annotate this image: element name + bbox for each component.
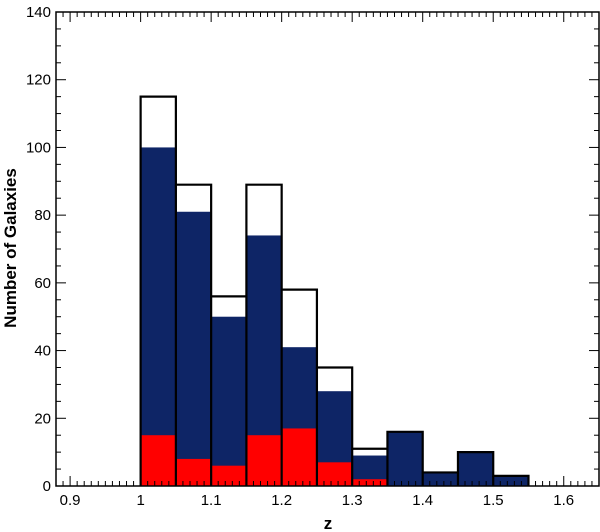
histogram-bar	[493, 475, 529, 486]
x-tick-label: 1	[136, 492, 144, 509]
histogram-bar	[457, 452, 494, 486]
histogram-bar	[211, 316, 247, 486]
x-tick-label: 1.4	[412, 492, 433, 509]
histogram-bar	[211, 465, 247, 486]
y-tick-label: 60	[34, 275, 51, 292]
histogram-bar	[281, 428, 317, 486]
y-tick-label: 20	[34, 410, 51, 427]
x-tick-label: 1.1	[201, 492, 222, 509]
y-axis-title: Number of Galaxies	[1, 168, 20, 328]
histogram-bar	[352, 479, 388, 486]
histogram-bar	[316, 462, 353, 486]
histogram-bar	[175, 211, 212, 486]
histogram-bar	[140, 435, 176, 486]
histogram-outline-step	[139, 95, 530, 486]
bars-layer	[140, 147, 529, 486]
y-tick-label: 40	[34, 343, 51, 360]
histogram-bar	[422, 472, 458, 486]
histogram-bar	[140, 147, 176, 486]
plot-frame	[55, 11, 600, 487]
x-tick-label: 1.3	[342, 492, 363, 509]
y-tick-label: 100	[26, 139, 51, 156]
histogram-bar	[387, 431, 423, 486]
labels-layer: 0.9 1 1.1 1.2 1.3 1.4 1.5 1.6 0 20 40 60 80 100 120 140	[26, 4, 574, 509]
x-tick-label: 1.6	[553, 492, 574, 509]
x-tick-label: 1.5	[483, 492, 504, 509]
histogram-bar	[175, 458, 212, 486]
histogram-bar	[246, 435, 282, 486]
x-tick-label: 0.9	[60, 492, 81, 509]
x-tick-label: 1.2	[271, 492, 292, 509]
y-tick-label: 120	[26, 72, 51, 89]
y-tick-label: 80	[34, 207, 51, 224]
y-tick-label: 140	[26, 4, 51, 21]
x-axis-title: z	[324, 514, 333, 532]
y-tick-label: 0	[43, 478, 51, 495]
